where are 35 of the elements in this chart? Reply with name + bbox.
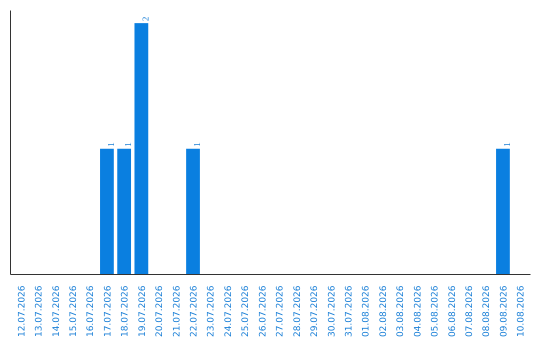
data-label: 1 — [123, 142, 134, 147]
x-tick-label: 23.07.2026 — [206, 285, 217, 338]
x-tick-label: 24.07.2026 — [224, 285, 234, 338]
data-label: 2 — [140, 16, 150, 22]
x-tick-label: 10.08.2026 — [516, 285, 527, 338]
x-tick-label: 15.07.2026 — [68, 285, 79, 338]
x-tick-label: 09.08.2026 — [499, 285, 510, 338]
x-tick-label: 18.07.2026 — [120, 285, 131, 338]
x-tick-label: 08.08.2026 — [482, 285, 492, 338]
x-tick-label: 17.07.2026 — [103, 285, 114, 338]
data-label: 1 — [106, 142, 116, 147]
x-tick-label: 30.07.2026 — [327, 285, 338, 338]
x-tick-label: 16.07.2026 — [86, 285, 96, 338]
x-tick-label: 02.08.2026 — [378, 285, 389, 338]
x-tick-label: 19.07.2026 — [138, 285, 148, 338]
x-tick-label: 31.07.2026 — [344, 285, 354, 338]
data-label: 1 — [192, 142, 202, 147]
x-tick-label: 14.07.2026 — [52, 285, 62, 338]
x-tick-label: 06.08.2026 — [448, 285, 458, 338]
x-tick-label: 22.07.2026 — [190, 285, 200, 338]
x-tick-label: 27.07.2026 — [276, 285, 286, 338]
x-tick-label: 05.08.2026 — [430, 285, 441, 338]
x-tick-label: 03.08.2026 — [396, 285, 406, 338]
x-tick-label: 21.07.2026 — [172, 285, 182, 338]
x-tick-label: 25.07.2026 — [241, 285, 252, 338]
x-tick-label: 20.07.2026 — [155, 285, 166, 338]
x-tick-label: 29.07.2026 — [310, 285, 320, 338]
x-tick-label: 07.08.2026 — [465, 285, 476, 338]
x-tick-label: 04.08.2026 — [413, 285, 424, 338]
x-tick-label: 26.07.2026 — [258, 285, 268, 338]
x-tick-label: 12.07.2026 — [17, 285, 28, 338]
x-tick-label: 01.08.2026 — [362, 285, 372, 338]
x-tick-label: 13.07.2026 — [34, 285, 45, 338]
x-tick-label: 28.07.2026 — [292, 285, 303, 338]
data-label: 1 — [502, 142, 512, 147]
